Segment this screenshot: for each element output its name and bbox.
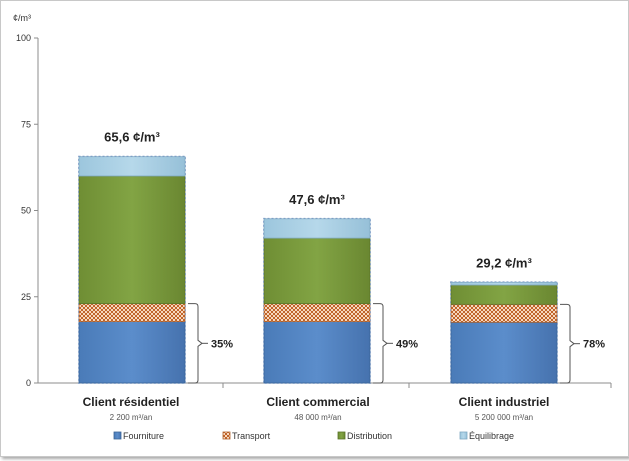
y-axis-unit-label: ¢/m³: [13, 13, 31, 23]
bar-segment-fourniture: [263, 321, 371, 384]
bar-segment-transport: [78, 303, 186, 322]
category-label: Client industriel: [459, 395, 550, 409]
legend-label-distribution: Distribution: [347, 431, 392, 441]
bar-segment-equilibrage: [450, 281, 558, 286]
bar-segment-distribution: [78, 175, 186, 305]
bar-segment-fourniture: [78, 321, 186, 384]
bar-outline: [450, 281, 558, 384]
bar-total-label: 29,2 ¢/m³: [476, 255, 532, 270]
category-volume-label: 2 200 m³/an: [110, 413, 153, 422]
y-tick-label: 25: [21, 292, 31, 302]
legend-swatch-fourniture: [113, 431, 122, 440]
share-percent-label: 49%: [396, 338, 418, 350]
bar-segment-transport: [263, 303, 371, 322]
share-bracket: [560, 303, 575, 384]
y-tick-label: 100: [16, 33, 31, 43]
bar-outline: [78, 155, 186, 384]
legend-swatch-equilibrage: [459, 431, 468, 440]
share-bracket: [188, 303, 203, 384]
category-volume-label: 48 000 m³/an: [294, 413, 341, 422]
legend-swatch-transport: [222, 431, 231, 440]
bar-segment-equilibrage: [263, 218, 371, 239]
bar-segment-fourniture: [450, 321, 558, 384]
y-tick-label: 75: [21, 119, 31, 129]
y-tick-label: 50: [21, 206, 31, 216]
category-label: Client résidentiel: [83, 395, 180, 409]
share-bracket: [373, 303, 388, 384]
legend-label-transport: Transport: [232, 431, 271, 441]
legend-swatch-distribution: [337, 431, 346, 440]
legend-label-equilibrage: Équilibrage: [469, 431, 514, 441]
share-percent-label: 78%: [583, 339, 605, 351]
legend-label-fourniture: Fourniture: [123, 431, 164, 441]
bar-total-label: 65,6 ¢/m³: [104, 130, 160, 145]
category-label: Client commercial: [266, 395, 369, 409]
bar-total-label: 47,6 ¢/m³: [289, 192, 345, 207]
bar-segment-distribution: [263, 237, 371, 305]
category-volume-label: 5 200 000 m³/an: [475, 413, 533, 422]
share-percent-label: 35%: [211, 338, 233, 350]
bar-outline: [263, 217, 371, 384]
bar-segment-distribution: [450, 284, 558, 305]
bar-segment-equilibrage: [78, 156, 186, 177]
bar-segment-transport: [450, 303, 558, 323]
y-tick-label: 0: [26, 378, 31, 388]
